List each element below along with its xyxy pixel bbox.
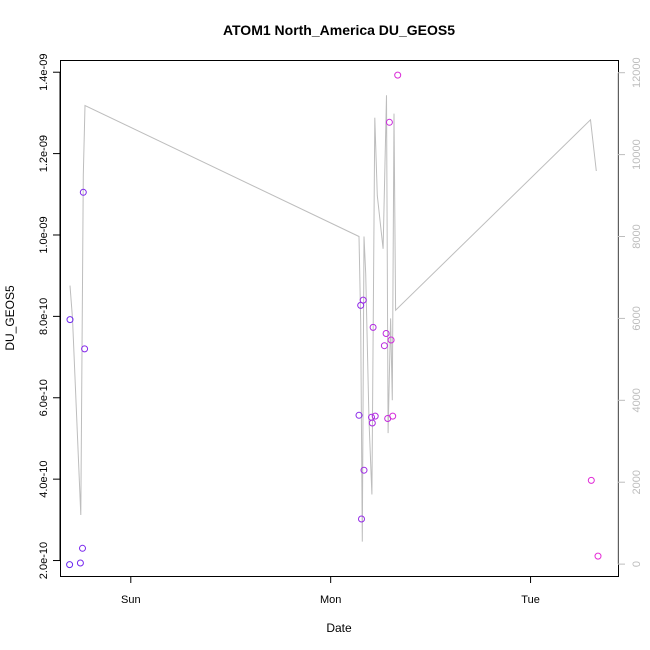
data-point [66, 316, 74, 324]
plot-frame [60, 60, 619, 577]
y2-tick-label: 12000 [631, 57, 643, 88]
data-point [587, 476, 595, 484]
data-point [389, 412, 397, 420]
y2-tick-label: 4000 [631, 388, 643, 412]
y2-tick-label: 8000 [631, 224, 643, 248]
data-point [385, 118, 393, 126]
x-tick-label: Tue [521, 594, 540, 606]
y-axis-left: 2.0e-10 4.0e-10 6.0e-10 8.0e-10 1.0e-09 1.2e-… [38, 54, 61, 579]
x-axis-title: Date [326, 621, 352, 635]
data-point [359, 296, 367, 304]
data-point [368, 419, 376, 427]
y-axis-right: 0 2000 4000 6000 8000 10000 12000 [617, 57, 643, 567]
data-point [382, 330, 390, 337]
y-axis-title: DU_GEOS5 [3, 285, 17, 351]
line-series [69, 95, 597, 542]
y2-tick-label: 2000 [631, 470, 643, 494]
y2-tick-label: 10000 [631, 139, 643, 170]
x-tick-label: Sun [121, 594, 141, 606]
data-point [355, 411, 363, 419]
points-layer [66, 71, 602, 569]
line-series-layer [69, 95, 597, 542]
y-tick-label: 1.4e-09 [38, 54, 50, 91]
data-point [66, 561, 74, 569]
data-point [76, 559, 84, 567]
y-tick-label: 1.2e-09 [38, 135, 50, 172]
y2-tick-label: 0 [631, 561, 643, 567]
data-point [594, 552, 602, 560]
x-tick-label: Mon [320, 594, 341, 606]
data-point [358, 515, 365, 523]
y-tick-label: 6.0e-10 [38, 379, 50, 416]
data-point [394, 71, 402, 79]
data-point [81, 345, 89, 353]
y-tick-label: 8.0e-10 [38, 298, 50, 335]
y2-tick-label: 6000 [631, 306, 643, 330]
y-tick-label: 1.0e-09 [38, 216, 50, 253]
data-point [79, 188, 87, 196]
y-tick-label: 4.0e-10 [38, 460, 50, 497]
chart-title: ATOM1 North_America DU_GEOS5 [223, 22, 455, 38]
y-tick-label: 2.0e-10 [38, 542, 50, 579]
data-point [79, 544, 86, 552]
data-point [387, 336, 395, 344]
data-point [380, 342, 388, 350]
x-axis: Sun Mon Tue [121, 576, 540, 606]
data-point [371, 412, 379, 420]
data-point [360, 466, 368, 474]
data-point [369, 323, 377, 331]
